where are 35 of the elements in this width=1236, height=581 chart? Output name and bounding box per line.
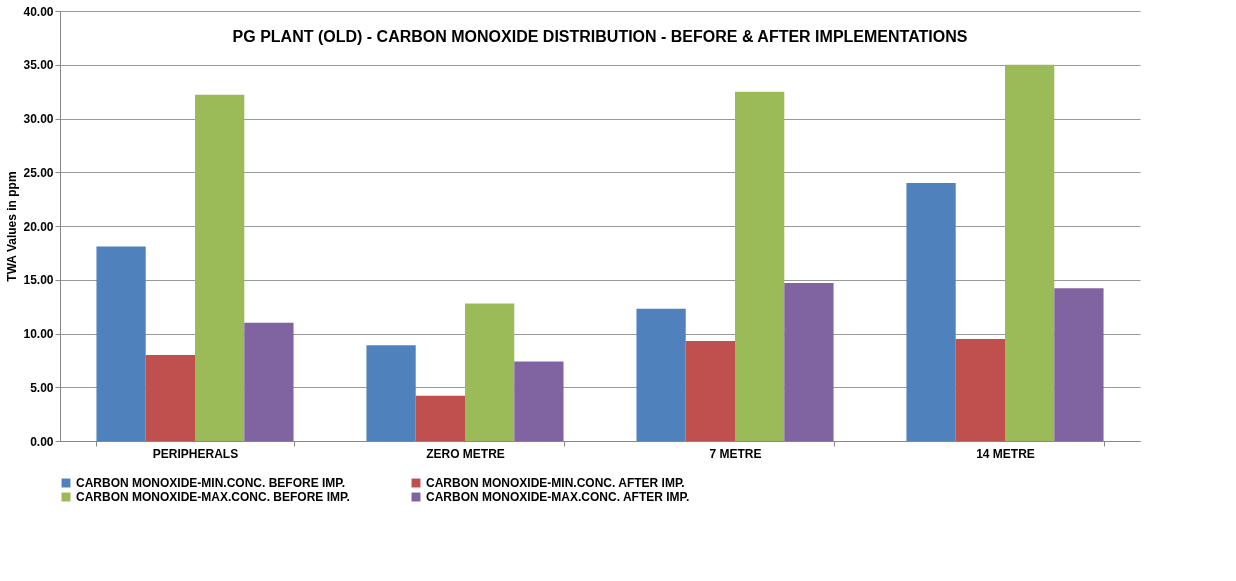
bar — [145, 355, 195, 441]
y-tick-label: 25.00 — [23, 165, 54, 180]
bar — [465, 303, 515, 441]
bar — [244, 322, 294, 441]
bar — [415, 395, 465, 441]
bar — [955, 338, 1005, 441]
bar — [96, 246, 146, 441]
y-tick-label: 0.00 — [30, 434, 54, 449]
y-tick-label: 15.00 — [23, 273, 54, 288]
bar — [685, 341, 735, 441]
x-tick-label: 7 METRE — [709, 446, 762, 461]
bar — [1005, 64, 1055, 441]
legend-label: CARBON MONOXIDE-MAX.CONC. AFTER IMP. — [426, 490, 690, 504]
y-tick-label: 10.00 — [23, 327, 54, 341]
x-tick-label: PERIPHERALS — [152, 446, 239, 461]
y-tick-label: 5.00 — [30, 380, 54, 395]
x-tick-label: 14 METRE — [976, 446, 1035, 461]
y-tick-label: 40.00 — [23, 4, 54, 19]
y-tick-label: 30.00 — [23, 112, 54, 126]
y-axis-title: TWA Values in ppm — [5, 171, 20, 282]
legend-label: CARBON MONOXIDE-MAX.CONC. BEFORE IMP. — [76, 490, 350, 504]
bar — [1054, 288, 1104, 441]
bar — [195, 94, 245, 441]
x-tick-label: ZERO METRE — [426, 446, 505, 461]
bar — [735, 91, 785, 441]
text: PG PLANT (OLD) - CARBON MONOXIDE DISTRIBUTION - BEFORE & AFTER IMPLEMENTATIONS — [232, 28, 968, 45]
bar — [514, 361, 564, 441]
bar — [784, 282, 834, 441]
y-tick-label: 35.00 — [23, 58, 54, 73]
bar — [366, 345, 416, 441]
legend-label: CARBON MONOXIDE-MIN.CONC. BEFORE IMP. — [76, 476, 346, 490]
bar — [636, 308, 686, 441]
bar — [906, 183, 956, 441]
y-tick-label: 20.00 — [23, 219, 54, 234]
legend-label: CARBON MONOXIDE-MIN.CONC. AFTER IMP. — [426, 476, 685, 490]
